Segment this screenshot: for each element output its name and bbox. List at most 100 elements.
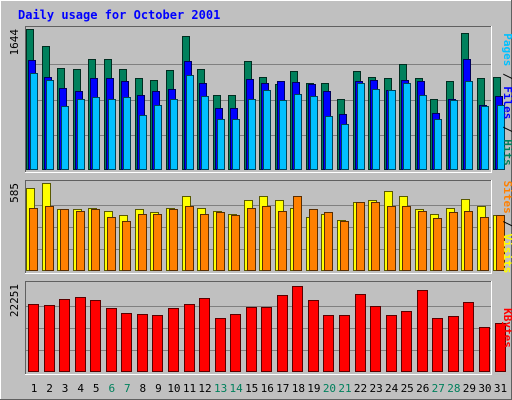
bar-kbytes (137, 314, 148, 372)
bar-kbytes (401, 311, 412, 372)
bar-kbytes (339, 315, 350, 372)
bar-pages (372, 89, 380, 170)
bar-sites (293, 196, 302, 271)
x-label-day: 9 (155, 382, 162, 395)
panel-hits-files-pages: 1644 Pages / Files / Hits (8, 26, 512, 173)
bar-sites (496, 215, 505, 271)
bar-kbytes (106, 308, 117, 372)
bar-kbytes (386, 315, 397, 372)
bar-pages (497, 105, 505, 170)
legend-separator: / (501, 214, 512, 234)
bar-pages (465, 81, 473, 170)
bar-kbytes (308, 300, 319, 372)
bar-sites (480, 217, 489, 271)
bar-kbytes (230, 314, 241, 372)
x-label-day: 4 (77, 382, 84, 395)
bar-pages (294, 94, 302, 170)
panel-visits-sites: 585 Sites / Visits (8, 180, 512, 274)
bar-kbytes (44, 305, 55, 372)
legend-separator: / (501, 119, 512, 139)
bar-pages (46, 80, 54, 170)
bar-kbytes (184, 304, 195, 372)
series-pages (30, 73, 505, 170)
bar-kbytes (292, 286, 303, 372)
bar-pages (341, 124, 349, 170)
bar-pages (92, 97, 100, 170)
x-label-day: 2 (46, 382, 53, 395)
bar-sites (324, 212, 333, 271)
bar-pages (403, 83, 411, 170)
bar-kbytes (215, 318, 226, 372)
bar-sites (402, 206, 411, 271)
bar-sites (278, 211, 287, 271)
bar-sites (356, 202, 365, 271)
bar-pages (263, 90, 271, 170)
bar-kbytes (168, 308, 179, 372)
bar-kbytes (261, 307, 272, 372)
legend-visits: Visits (501, 234, 512, 274)
bar-pages (279, 100, 287, 170)
x-label-day: 11 (183, 382, 196, 395)
bar-pages (154, 105, 162, 170)
bar-pages (139, 115, 147, 170)
bar-kbytes (355, 294, 366, 372)
bar-sites (449, 212, 458, 271)
legend-pages: Pages (501, 33, 512, 66)
bar-sites (169, 209, 178, 271)
bar-sites (91, 209, 100, 271)
y-axis-max-label: 1644 (8, 29, 21, 56)
x-label-day: 10 (167, 382, 180, 395)
bar-sites (60, 209, 69, 271)
bar-pages (186, 75, 194, 170)
legend-hits: Hits (501, 139, 512, 166)
series-sites (29, 196, 505, 271)
x-label-day: 12 (198, 382, 211, 395)
legend-files: Files (501, 86, 512, 119)
bar-pages (77, 99, 85, 170)
side-legend-label: KBytes (501, 308, 512, 348)
x-label-day: 3 (62, 382, 69, 395)
x-label-day: 6 (108, 382, 115, 395)
bar-sites (76, 211, 85, 271)
side-legend-label: Sites / Visits (501, 181, 512, 274)
bar-kbytes (121, 313, 132, 372)
bar-sites (45, 206, 54, 271)
bar-sites (29, 208, 38, 271)
y-axis-max-label: 22251 (8, 284, 21, 317)
bar-pages (419, 95, 427, 170)
bar-sites (216, 212, 225, 271)
bar-pages (123, 97, 131, 170)
bar-kbytes (417, 290, 428, 372)
bar-sites (433, 218, 442, 271)
x-label-day: 14 (230, 382, 244, 395)
legend-kbytes: KBytes (501, 308, 512, 348)
x-label-day: 26 (416, 382, 429, 395)
bar-sites (200, 214, 209, 271)
bar-kbytes (463, 302, 474, 372)
x-label-day: 20 (323, 382, 336, 395)
bar-kbytes (28, 304, 39, 372)
bar-pages (232, 119, 240, 170)
bar-sites (418, 211, 427, 271)
bar-sites (138, 214, 147, 271)
bar-sites (262, 206, 271, 271)
x-label-day: 16 (261, 382, 274, 395)
bar-sites (371, 202, 380, 271)
x-label-day: 27 (432, 382, 445, 395)
x-label-day: 22 (354, 382, 367, 395)
bar-pages (434, 119, 442, 170)
bar-kbytes (152, 315, 163, 372)
x-label-day: 7 (124, 382, 131, 395)
bar-pages (108, 99, 116, 170)
bar-sites (247, 208, 256, 271)
bar-sites (340, 221, 349, 271)
side-legend-label: Pages / Files / Hits (501, 33, 512, 166)
x-label-day: 28 (447, 382, 460, 395)
x-label-day: 25 (401, 382, 414, 395)
chart-panels: 1644 Pages / Files / Hits 585 Sites / Visit… (8, 26, 512, 375)
bar-pages (357, 83, 365, 170)
x-label-day: 23 (369, 382, 382, 395)
x-label-day: 5 (93, 382, 100, 395)
bar-pages (217, 119, 225, 170)
